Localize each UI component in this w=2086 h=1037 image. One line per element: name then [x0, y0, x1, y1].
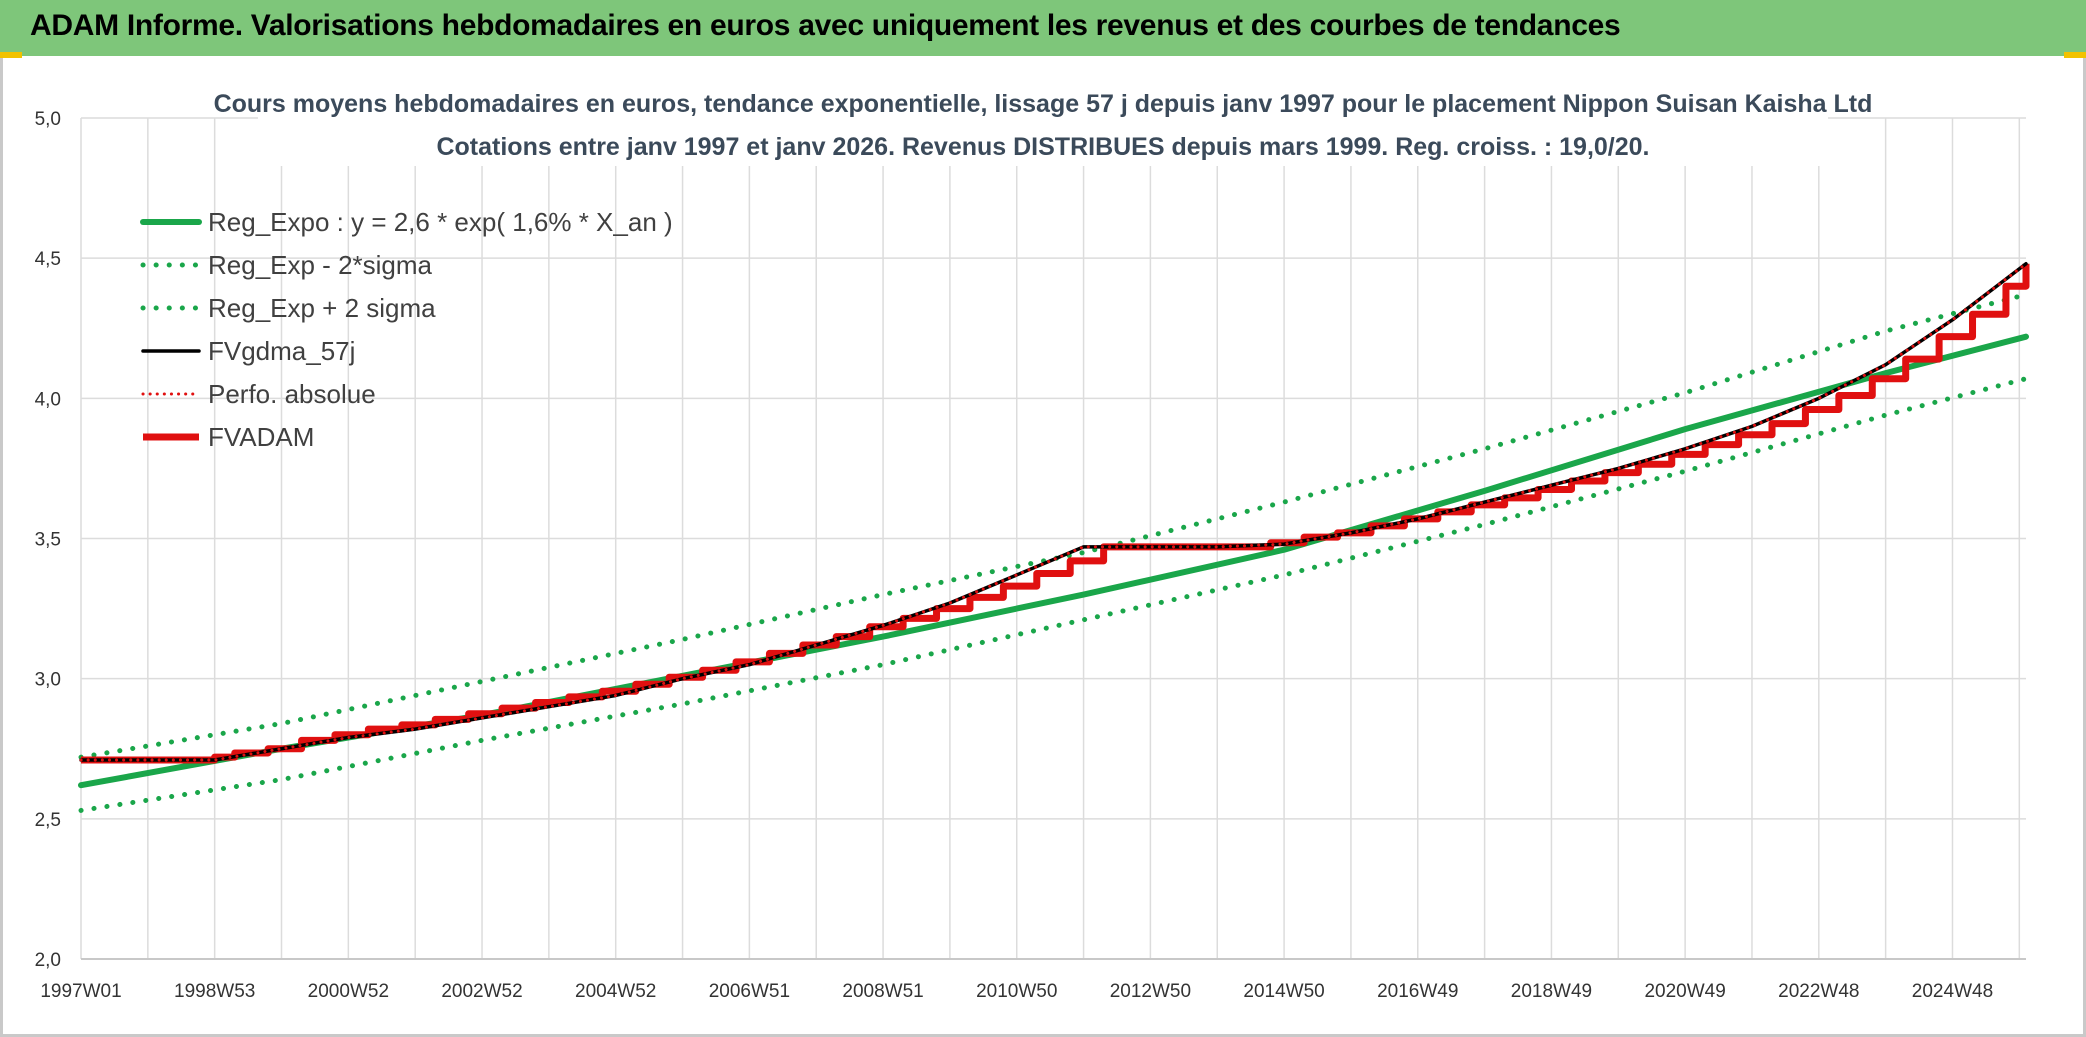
x-tick-label: 2004W52 — [575, 981, 656, 1002]
series-group — [78, 262, 2030, 813]
x-tick-label: 2002W52 — [441, 981, 522, 1002]
x-tick-label: 1998W53 — [174, 981, 255, 1002]
legend-label-4: Perfo. absolue — [208, 379, 376, 409]
corner-accent-right — [2064, 52, 2086, 60]
x-tick-label: 2024W48 — [1912, 981, 1993, 1002]
y-tick-label: 3,5 — [35, 530, 61, 551]
legend-label-2: Reg_Exp + 2 sigma — [208, 293, 436, 323]
x-tick-label: 2000W52 — [308, 981, 389, 1002]
legend-label-3: FVgdma_57j — [208, 336, 355, 366]
corner-accent-left — [0, 52, 22, 60]
x-tick-label: 2008W51 — [842, 981, 923, 1002]
chart-titles: Cours moyens hebdomadaires en euros, ten… — [214, 86, 1873, 166]
tick-labels: 5,0 4,5 4,0 3,5 3,0 2,5 2,0 1997W01 1998W53 2000W… — [35, 109, 1994, 1002]
x-tick-label: 1997W01 — [40, 981, 121, 1002]
x-tick-label: 2012W50 — [1110, 981, 1191, 1002]
series-line-5 — [81, 263, 2030, 764]
legend-label-0: Reg_Expo : y = 2,6 * exp( 1,6% * X_an ) — [208, 207, 673, 237]
header-banner: ADAM Informe. Valorisations hebdomadaire… — [0, 0, 2086, 56]
x-tick-label: 2010W50 — [976, 981, 1057, 1002]
y-tick-label: 4,5 — [35, 249, 61, 270]
x-tick-label: 2014W50 — [1243, 981, 1324, 1002]
y-tick-label: 4,0 — [35, 389, 61, 410]
series-line-1 — [78, 376, 2029, 813]
chart-title-background — [258, 86, 1828, 166]
x-tick-label: 2020W49 — [1644, 981, 1725, 1002]
legend: Reg_Expo : y = 2,6 * exp( 1,6% * X_an ) R… — [140, 207, 673, 452]
legend-label-5: FVADAM — [208, 422, 314, 452]
y-tick-label: 3,0 — [35, 670, 61, 691]
chart-title-line1: Cours moyens hebdomadaires en euros, ten… — [214, 90, 1873, 118]
y-tick-label: 2,5 — [35, 810, 61, 831]
series-line-3 — [79, 262, 2028, 762]
legend-label-1: Reg_Exp - 2*sigma — [208, 250, 433, 280]
y-tick-label: 5,0 — [35, 109, 61, 130]
page-title: ADAM Informe. Valorisations hebdomadaire… — [30, 9, 1621, 42]
series-line-4 — [79, 262, 2028, 762]
chart-title-line2: Cotations entre janv 1997 et janv 2026. … — [436, 133, 1649, 161]
grid — [80, 117, 2026, 960]
x-tick-label: 2018W49 — [1511, 981, 1592, 1002]
x-tick-label: 2016W49 — [1377, 981, 1458, 1002]
series-line-2 — [78, 292, 2029, 760]
x-tick-label: 2006W51 — [709, 981, 790, 1002]
x-tick-label: 2022W48 — [1778, 981, 1859, 1002]
y-tick-label: 2,0 — [35, 950, 61, 971]
